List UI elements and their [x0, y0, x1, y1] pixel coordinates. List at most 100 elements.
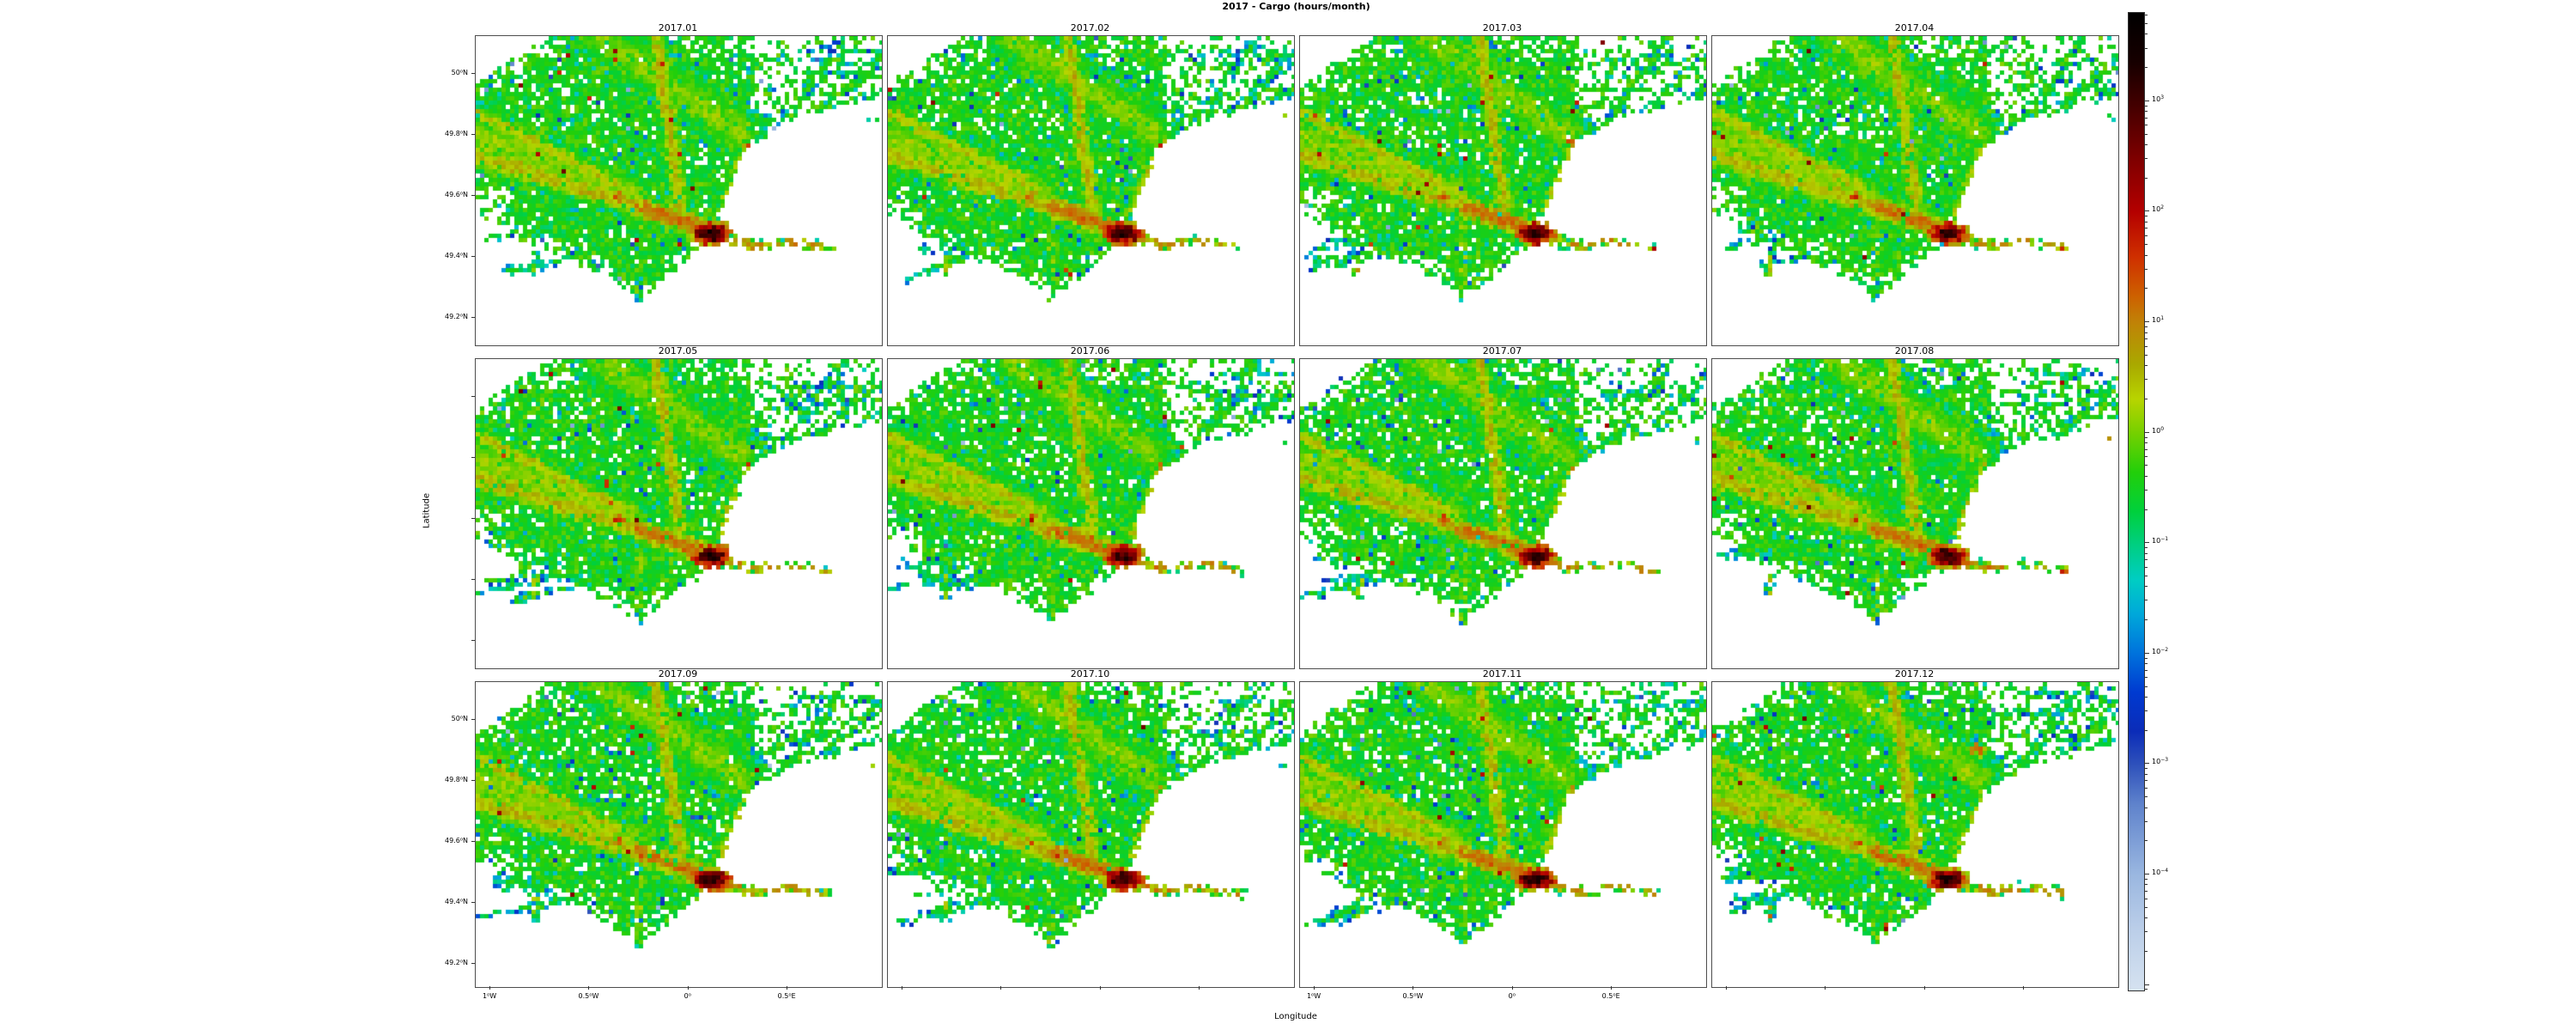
colorbar-minor-tick — [2144, 338, 2148, 339]
subplot-title-2017-12: 2017.12 — [1894, 668, 1935, 679]
colorbar-label-base: 10 — [2152, 758, 2161, 766]
subplot-title-2017-09: 2017.09 — [658, 668, 698, 679]
colorbar-minor-tick — [2144, 111, 2148, 113]
x-tick-label: 0.5⁰W — [1402, 992, 1424, 1000]
x-tick-mark — [1099, 986, 1101, 990]
colorbar-minor-tick — [2144, 878, 2148, 880]
colorbar-minor-tick — [2144, 465, 2148, 466]
map-canvas-2017-07 — [1300, 359, 1706, 668]
colorbar-tick-label: 10−2 — [2152, 647, 2168, 655]
map-canvas-2017-05 — [476, 359, 882, 668]
colorbar-minor-tick — [2144, 677, 2148, 679]
colorbar-minor-tick — [2144, 566, 2148, 568]
colorbar-minor-tick — [2144, 820, 2148, 822]
x-tick-mark — [687, 986, 689, 990]
y-tick-mark — [471, 579, 475, 581]
subplot-title-2017-02: 2017.02 — [1070, 22, 1110, 34]
y-tick-label: 50⁰N — [451, 715, 468, 723]
colorbar-minor-tick — [2144, 950, 2148, 952]
colorbar-minor-tick — [2144, 177, 2148, 179]
colorbar-minor-tick — [2144, 663, 2148, 665]
y-tick-mark — [471, 73, 475, 75]
colorbar-minor-tick — [2144, 268, 2148, 270]
x-tick-mark — [1923, 986, 1925, 990]
colorbar-minor-tick — [2144, 710, 2148, 712]
x-tick-mark — [1511, 986, 1513, 990]
subplot-2017-08 — [1711, 358, 2119, 669]
colorbar-minor-tick — [2144, 288, 2148, 289]
y-tick-mark — [471, 841, 475, 843]
colorbar-major-tick — [2144, 210, 2149, 212]
colorbar-label-base: 10 — [2152, 94, 2161, 103]
x-tick-label: 0.5⁰W — [578, 992, 599, 1000]
x-tick-mark — [1825, 986, 1826, 990]
colorbar-label-base: 10 — [2152, 537, 2161, 545]
subplot-title-2017-08: 2017.08 — [1894, 345, 1935, 357]
colorbar-label-exponent: 2 — [2160, 204, 2165, 211]
colorbar-minor-tick — [2144, 657, 2148, 659]
subplot-2017-02 — [887, 35, 1295, 346]
colorbar-minor-tick — [2144, 729, 2148, 731]
x-axis-label: Longitude — [1274, 1012, 1317, 1021]
colorbar-minor-tick — [2144, 768, 2148, 770]
colorbar-label-base: 10 — [2152, 205, 2161, 214]
y-tick-mark — [471, 317, 475, 319]
colorbar-major-tick — [2144, 321, 2149, 323]
x-tick-label: 0⁰ — [1508, 992, 1516, 1000]
y-tick-mark — [471, 780, 475, 782]
colorbar-minor-tick — [2144, 552, 2148, 554]
colorbar-minor-tick — [2144, 379, 2148, 381]
colorbar-minor-tick — [2144, 931, 2148, 933]
map-canvas-2017-09 — [476, 682, 882, 987]
colorbar-minor-tick — [2144, 354, 2148, 356]
colorbar-minor-tick — [2144, 22, 2148, 24]
colorbar-minor-tick — [2144, 547, 2148, 549]
colorbar-minor-tick — [2144, 456, 2148, 458]
colorbar-minor-tick — [2144, 235, 2148, 236]
colorbar-tick-label: 100 — [2152, 426, 2164, 435]
colorbar-minor-tick — [2144, 448, 2148, 450]
x-tick-mark — [1199, 986, 1200, 990]
y-tick-label: 49.2⁰N — [444, 313, 468, 321]
colorbar-minor-tick — [2144, 796, 2148, 798]
y-tick-mark — [471, 963, 475, 965]
y-tick-label: 49.4⁰N — [444, 898, 468, 906]
y-tick-label: 49.4⁰N — [444, 252, 468, 260]
y-tick-mark — [471, 902, 475, 904]
y-tick-label: 49.8⁰N — [444, 776, 468, 784]
colorbar-minor-tick — [2144, 586, 2148, 588]
colorbar-minor-tick — [2144, 917, 2148, 919]
map-canvas-2017-10 — [888, 682, 1294, 987]
colorbar-label-exponent: 1 — [2160, 315, 2165, 322]
colorbar-minor-tick — [2144, 144, 2148, 146]
colorbar-major-tick — [2144, 873, 2149, 875]
colorbar-minor-tick — [2144, 67, 2148, 69]
y-tick-mark — [471, 719, 475, 721]
y-tick-mark — [471, 134, 475, 136]
colorbar-major-tick — [2144, 763, 2149, 765]
subplot-2017-11 — [1299, 681, 1707, 988]
colorbar-minor-tick — [2144, 890, 2148, 892]
figure-title: 2017 - Cargo (hours/month) — [1222, 1, 1370, 12]
colorbar-minor-tick — [2144, 47, 2148, 49]
colorbar-minor-tick — [2144, 345, 2148, 347]
y-tick-label: 50⁰N — [451, 69, 468, 77]
x-tick-label: 1⁰W — [1306, 992, 1321, 1000]
colorbar-minor-tick — [2144, 254, 2148, 256]
x-tick-mark — [588, 986, 590, 990]
colorbar-minor-tick — [2144, 884, 2148, 886]
colorbar-label-base: 10 — [2152, 426, 2161, 435]
colorbar-major-tick — [2144, 431, 2149, 433]
colorbar-gradient — [2129, 13, 2144, 990]
map-canvas-2017-04 — [1712, 36, 2118, 345]
colorbar-minor-tick — [2144, 442, 2148, 444]
subplot-title-2017-06: 2017.06 — [1070, 345, 1110, 357]
subplot-2017-03 — [1299, 35, 1707, 346]
colorbar-minor-tick — [2144, 158, 2148, 160]
colorbar-minor-tick — [2144, 436, 2148, 438]
x-tick-mark — [1611, 986, 1613, 990]
subplot-2017-05 — [475, 358, 883, 669]
y-tick-label: 49.2⁰N — [444, 959, 468, 967]
x-tick-label: 1⁰W — [482, 992, 497, 1000]
